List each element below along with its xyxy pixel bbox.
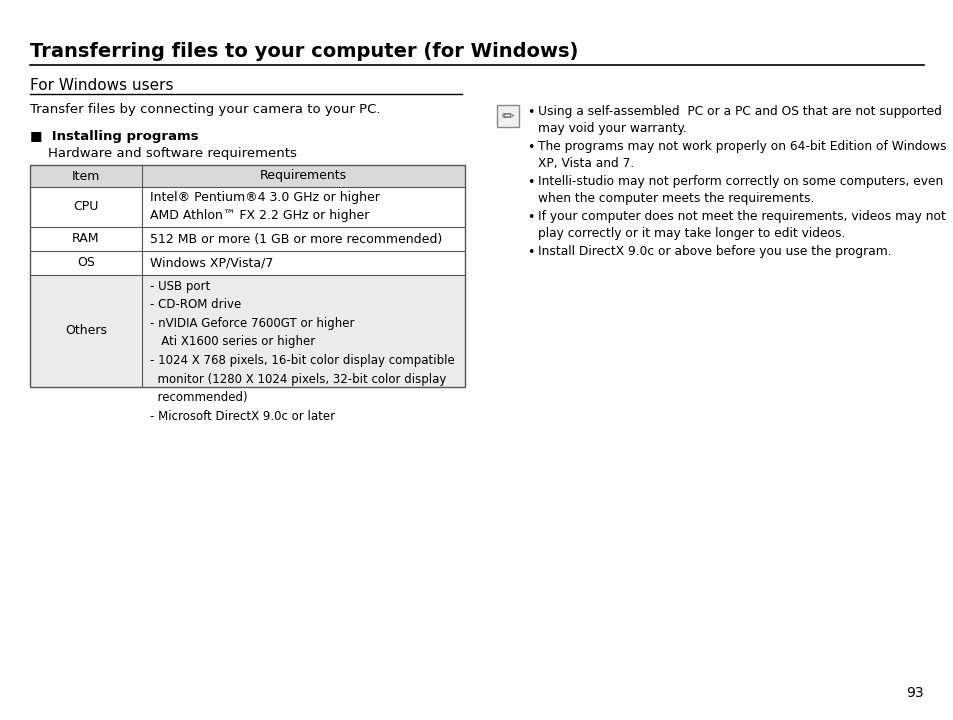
Text: Install DirectX 9.0c or above before you use the program.: Install DirectX 9.0c or above before you…: [537, 245, 891, 258]
Text: OS: OS: [77, 256, 95, 269]
Text: Intelli-studio may not perform correctly on some computers, even
when the comput: Intelli-studio may not perform correctly…: [537, 175, 943, 205]
Text: Transfer files by connecting your camera to your PC.: Transfer files by connecting your camera…: [30, 103, 380, 116]
Text: The programs may not work properly on 64-bit Edition of Windows
XP, Vista and 7.: The programs may not work properly on 64…: [537, 140, 945, 170]
Text: •: •: [526, 141, 534, 154]
Text: Requirements: Requirements: [259, 169, 347, 182]
Text: RAM: RAM: [72, 233, 100, 246]
Text: •: •: [526, 106, 534, 119]
Text: Hardware and software requirements: Hardware and software requirements: [48, 147, 296, 160]
Text: CPU: CPU: [73, 200, 98, 214]
Text: Item: Item: [71, 169, 100, 182]
Text: ■  Installing programs: ■ Installing programs: [30, 130, 198, 143]
Text: 512 MB or more (1 GB or more recommended): 512 MB or more (1 GB or more recommended…: [150, 233, 442, 246]
Text: •: •: [526, 246, 534, 259]
Bar: [30, 275, 464, 387]
FancyBboxPatch shape: [497, 105, 518, 127]
Text: 93: 93: [905, 686, 923, 700]
Text: Using a self-assembled  PC or a PC and OS that are not supported
may void your w: Using a self-assembled PC or a PC and OS…: [537, 105, 941, 135]
Text: ✏: ✏: [501, 109, 514, 124]
Text: - USB port
- CD-ROM drive
- nVIDIA Geforce 7600GT or higher
   Ati X1600 series : - USB port - CD-ROM drive - nVIDIA Gefor…: [150, 280, 455, 423]
Text: Windows XP/Vista/7: Windows XP/Vista/7: [150, 256, 274, 269]
Text: Others: Others: [65, 325, 107, 338]
Text: Transferring files to your computer (for Windows): Transferring files to your computer (for…: [30, 42, 578, 61]
Text: Intel® Pentium®4 3.0 GHz or higher
AMD Athlon™ FX 2.2 GHz or higher: Intel® Pentium®4 3.0 GHz or higher AMD A…: [150, 192, 379, 222]
Text: •: •: [526, 211, 534, 224]
Text: For Windows users: For Windows users: [30, 78, 173, 93]
Text: If your computer does not meet the requirements, videos may not
play correctly o: If your computer does not meet the requi…: [537, 210, 944, 240]
Text: •: •: [526, 176, 534, 189]
Bar: [30, 165, 464, 187]
Bar: [30, 165, 464, 387]
